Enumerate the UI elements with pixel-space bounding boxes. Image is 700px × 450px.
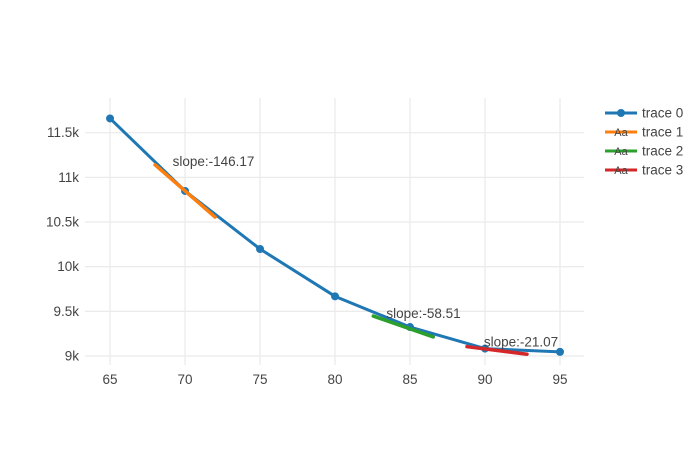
axis-tick-labels: 65 70 75 80 85 90 95 9k 9.5k 10k 10.5k 11k 11.5k [46, 125, 568, 387]
legend-label-trace-3: trace 3 [642, 163, 683, 178]
tangent-line-trace-1[interactable] [153, 163, 217, 219]
y-tick-label-11.5k: 11.5k [47, 125, 79, 140]
x-tick-label-75: 75 [253, 372, 268, 387]
legend-label-trace-0: trace 0 [642, 106, 683, 121]
slope-annotation-1: slope:-146.17 [173, 154, 255, 169]
y-tick-label-9k: 9k [65, 348, 80, 363]
legend-item-trace-0[interactable]: trace 0 [605, 106, 683, 121]
slope-annotation-3: slope:-21.07 [484, 335, 558, 350]
x-tick-label-80: 80 [328, 372, 343, 387]
data-point-trace-0-x75[interactable] [256, 245, 265, 254]
legend-item-trace-1[interactable]: Aa trace 1 [605, 125, 683, 140]
x-tick-label-65: 65 [103, 372, 118, 387]
data-point-trace-0-x95[interactable] [556, 347, 565, 356]
series-trace-3 [465, 344, 529, 356]
y-tick-label-9.5k: 9.5k [53, 304, 79, 319]
y-tick-label-10k: 10k [57, 259, 79, 274]
slope-annotation-2: slope:-58.51 [386, 306, 460, 321]
tangent-line-trace-3[interactable] [465, 344, 529, 356]
legend-item-trace-3[interactable]: Aa trace 3 [605, 163, 683, 178]
data-point-trace-0-x80[interactable] [331, 292, 340, 301]
legend-text-glyph-trace-3: Aa [614, 165, 628, 177]
legend-item-trace-2[interactable]: Aa trace 2 [605, 144, 683, 159]
legend-text-glyph-trace-1: Aa [614, 127, 628, 139]
series-trace-1 [153, 163, 217, 219]
legend-marker-sample-trace-0 [617, 109, 625, 117]
tangent-line-trace-2[interactable] [371, 314, 436, 339]
data-point-trace-0-x65[interactable] [106, 114, 115, 123]
x-tick-label-85: 85 [403, 372, 418, 387]
y-tick-label-11k: 11k [58, 170, 79, 185]
x-tick-label-70: 70 [178, 372, 193, 387]
gridlines [85, 98, 584, 365]
legend: trace 0 Aa trace 1 Aa trace 2 Aa trace 3 [605, 106, 683, 178]
legend-label-trace-1: trace 1 [642, 125, 683, 140]
x-tick-label-95: 95 [552, 372, 567, 387]
x-tick-label-90: 90 [477, 372, 492, 387]
y-tick-label-10.5k: 10.5k [46, 215, 79, 230]
legend-label-trace-2: trace 2 [642, 144, 683, 159]
legend-text-glyph-trace-2: Aa [614, 146, 628, 158]
series-trace-2 [371, 314, 436, 339]
